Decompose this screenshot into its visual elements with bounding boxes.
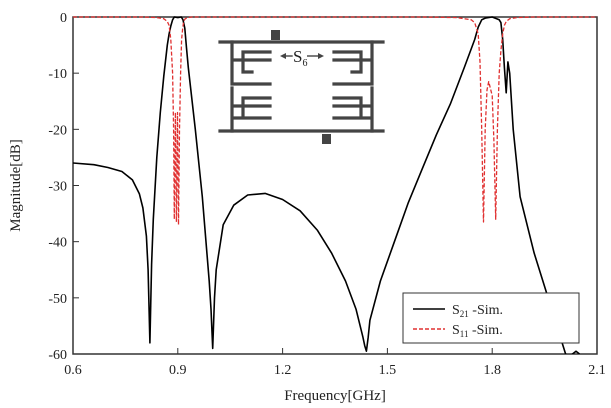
y-tick-label: -30: [48, 180, 67, 195]
x-tick-label: 0.9: [169, 363, 187, 378]
legend-label-s11: S11 -Sim.: [452, 323, 503, 339]
series-line-s21: [73, 16, 580, 354]
series-lines: [73, 16, 597, 354]
x-tick-label: 2.1: [588, 363, 606, 378]
y-tick-label: -20: [48, 123, 67, 138]
y-tick-label: 0: [60, 11, 67, 26]
x-tick-label: 1.2: [274, 363, 292, 378]
series-line-s11: [73, 16, 597, 226]
y-tick-label: -60: [48, 348, 67, 363]
y-tick-label: -40: [48, 236, 67, 251]
legend-label-s21: S21 -Sim.: [452, 303, 503, 319]
y-axis-title: Magnitude[dB]: [8, 139, 24, 231]
inset-label-s6: S6: [293, 47, 307, 69]
legend-box: [402, 292, 580, 344]
input-port-pad: [271, 30, 280, 40]
x-tick-label: 1.5: [379, 363, 397, 378]
x-tick-label: 1.8: [483, 363, 501, 378]
y-tick-label: -10: [48, 67, 67, 82]
x-tick-label: 0.6: [64, 363, 82, 378]
filter-schematic-inset: [218, 30, 385, 144]
x-axis-title: Frequency[GHz]: [284, 388, 386, 404]
y-tick-label: -50: [48, 292, 67, 307]
output-port-pad: [322, 134, 331, 144]
x-axis-ticks: 0.6 0.9 1.2 1.5 1.8 2.1: [64, 348, 606, 378]
y-axis-ticks: 0 -10 -20 -30 -40 -50 -60: [48, 11, 79, 363]
legend: S21 -Sim. S11 -Sim.: [402, 292, 580, 344]
inset-arrowhead-right: [318, 53, 324, 59]
